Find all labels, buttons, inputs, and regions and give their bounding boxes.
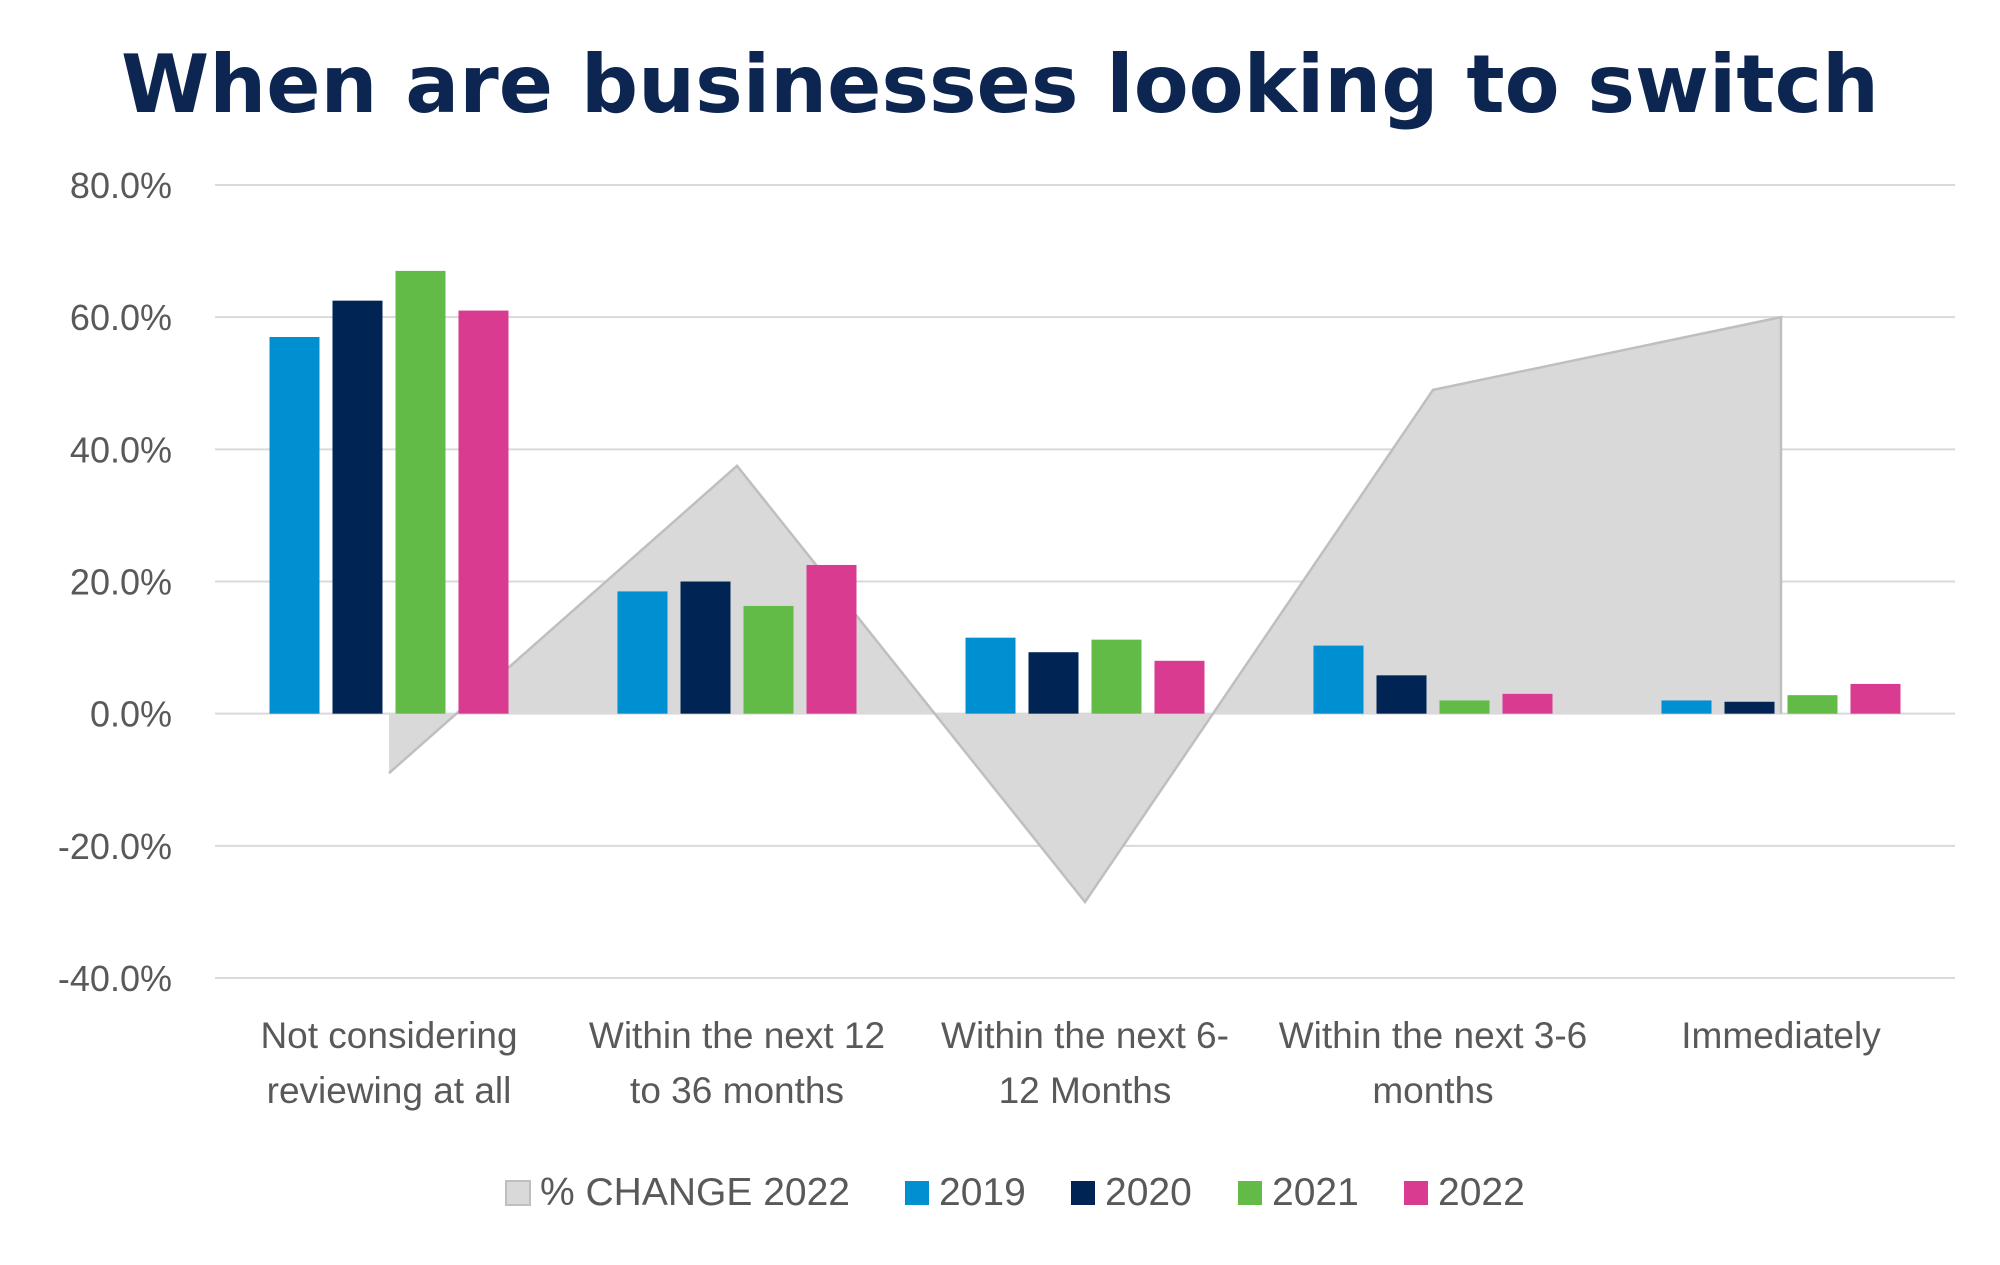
x-category-label: months: [1372, 1070, 1493, 1111]
x-axis-category-labels: Not considering reviewing at all Within th…: [260, 1015, 1881, 1111]
bar-2022: [1502, 693, 1553, 714]
legend-swatch: [1238, 1181, 1262, 1205]
bar-2022: [806, 564, 857, 714]
bar-2020: [1028, 652, 1079, 714]
legend-item: % CHANGE 2022: [505, 1171, 850, 1214]
y-tick-label: 20.0%: [70, 562, 172, 603]
bar-2021: [395, 270, 446, 714]
area-fill: [389, 317, 1781, 903]
bar-2019: [617, 591, 668, 714]
legend-label: 2021: [1272, 1171, 1359, 1214]
x-category-label: Within the next 6-: [941, 1015, 1229, 1056]
x-category-label: Within the next 12: [589, 1015, 885, 1056]
y-tick-label: 0.0%: [90, 694, 172, 735]
legend-swatch: [905, 1181, 929, 1205]
bar-2020: [680, 581, 731, 714]
bar-2019: [965, 637, 1016, 714]
bar-2021: [1787, 695, 1838, 714]
x-category-label: Immediately: [1681, 1015, 1881, 1056]
bar-2020: [1376, 675, 1427, 714]
area-outline: [388, 315, 1783, 905]
legend-label: % CHANGE 2022: [540, 1171, 850, 1214]
x-category-label: Not considering: [260, 1015, 517, 1056]
legend-swatch: [1071, 1181, 1095, 1205]
x-category-label: reviewing at all: [267, 1070, 512, 1111]
x-category-label: to 36 months: [630, 1070, 844, 1111]
y-tick-label: 80.0%: [70, 165, 172, 206]
bar-2019: [269, 336, 320, 714]
bar-series: [269, 270, 1901, 714]
y-tick-label: 60.0%: [70, 297, 172, 338]
bar-2019: [1661, 700, 1712, 714]
bar-2022: [1154, 660, 1205, 714]
y-tick-label: -40.0%: [58, 958, 172, 999]
legend-item: 2019: [905, 1171, 1026, 1214]
area-series: [388, 315, 1783, 905]
legend-item: 2020: [1071, 1171, 1192, 1214]
legend-swatch: [1404, 1181, 1428, 1205]
legend-item: 2022: [1404, 1171, 1525, 1214]
bar-2020: [1724, 701, 1775, 714]
y-tick-label: 40.0%: [70, 429, 172, 470]
y-tick-label: -20.0%: [58, 826, 172, 867]
bar-2021: [743, 605, 794, 714]
legend-label: 2019: [939, 1171, 1026, 1214]
bar-2020: [332, 300, 383, 714]
bar-2021: [1439, 700, 1490, 714]
x-category-label: Within the next 3-6: [1279, 1015, 1587, 1056]
legend: % CHANGE 2022 2019 2020 2021 2022: [505, 1171, 1525, 1214]
bar-2022: [458, 310, 509, 714]
y-axis-tick-labels: 80.0% 60.0% 40.0% 20.0% 0.0% -20.0% -40.0%: [58, 165, 172, 999]
chart-title: When are businesses looking to switch: [121, 38, 1879, 131]
x-category-label: 12 Months: [999, 1070, 1172, 1111]
legend-label: 2020: [1105, 1171, 1192, 1214]
legend-item: 2021: [1238, 1171, 1359, 1214]
legend-label: 2022: [1438, 1171, 1525, 1214]
bar-2021: [1091, 639, 1142, 714]
bar-2019: [1313, 645, 1364, 714]
legend-swatch: [505, 1180, 531, 1206]
bar-2022: [1850, 683, 1901, 714]
